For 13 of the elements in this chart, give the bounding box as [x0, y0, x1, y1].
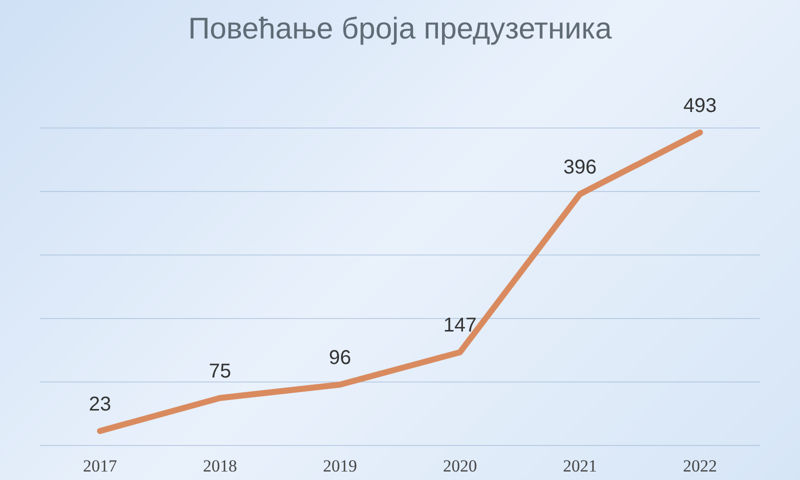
x-tick-label: 2022 — [683, 456, 717, 476]
data-label: 147 — [443, 314, 477, 337]
x-tick-label: 2021 — [563, 456, 597, 476]
x-tick-label: 2020 — [443, 456, 477, 476]
data-label: 75 — [208, 360, 232, 382]
data-label: 23 — [88, 394, 112, 416]
chart-title: Повећање броја предузетника — [188, 12, 612, 46]
x-tick-label: 2017 — [83, 456, 118, 476]
x-tick-label: 2018 — [203, 456, 237, 476]
data-label: 96 — [328, 347, 352, 370]
data-label: 396 — [563, 156, 597, 179]
x-tick-label: 2019 — [323, 456, 357, 476]
data-label: 493 — [683, 94, 717, 117]
